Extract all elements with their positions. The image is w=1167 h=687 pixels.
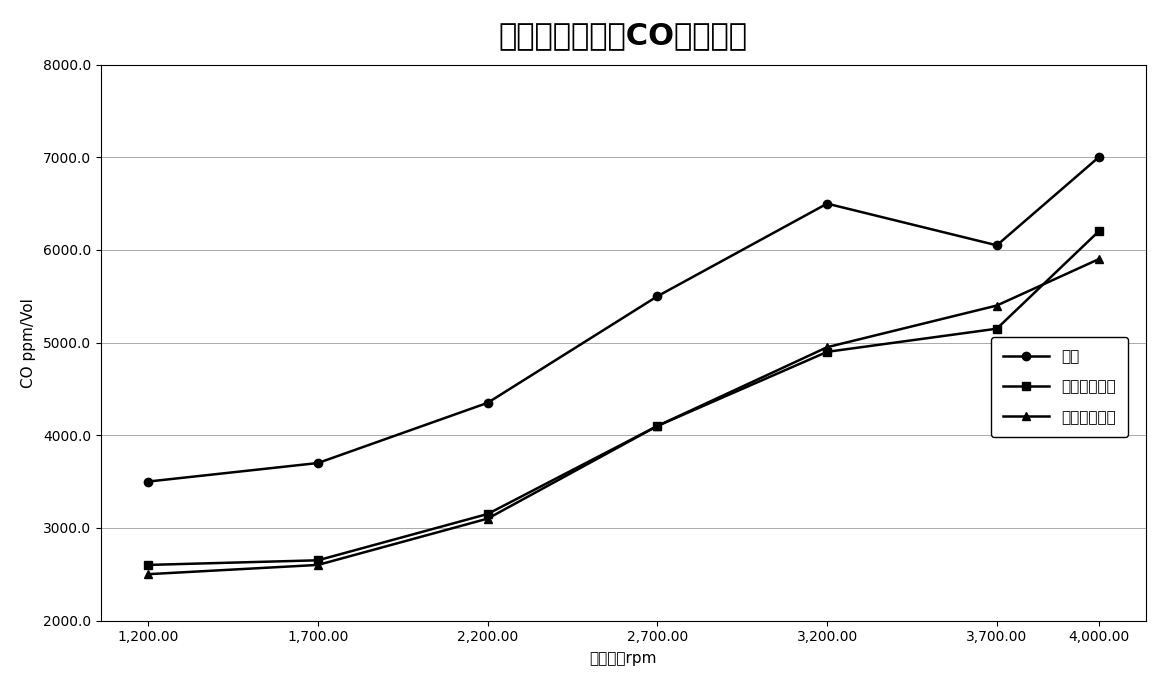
普通甲醇汽油 (481, 510, 495, 518)
汽油 (141, 477, 155, 486)
汽油 (990, 241, 1004, 249)
汽油 (310, 459, 324, 467)
Line: 汽油: 汽油 (144, 153, 1103, 486)
加剂甲醇汽油 (310, 561, 324, 569)
汽油 (650, 292, 664, 300)
Line: 普通甲醇汽油: 普通甲醇汽油 (144, 227, 1103, 569)
普通甲醇汽油 (650, 422, 664, 430)
加剂甲醇汽油 (481, 515, 495, 523)
汽油 (820, 199, 834, 207)
X-axis label: 输出转速rpm: 输出转速rpm (589, 651, 657, 666)
Title: 不同转速下油品CO排放对比: 不同转速下油品CO排放对比 (499, 21, 748, 50)
普通甲醇汽油 (990, 324, 1004, 333)
加剂甲醇汽油 (1091, 255, 1105, 263)
汽油 (1091, 153, 1105, 161)
加剂甲醇汽油 (990, 302, 1004, 310)
加剂甲醇汽油 (650, 422, 664, 430)
Y-axis label: CO ppm/Vol: CO ppm/Vol (21, 297, 36, 387)
普通甲醇汽油 (820, 348, 834, 356)
Legend: 汽油, 普通甲醇汽油, 加剂甲醇汽油: 汽油, 普通甲醇汽油, 加剂甲醇汽油 (991, 337, 1128, 437)
汽油 (481, 398, 495, 407)
普通甲醇汽油 (310, 556, 324, 565)
加剂甲醇汽油 (820, 343, 834, 351)
Line: 加剂甲醇汽油: 加剂甲醇汽油 (144, 255, 1103, 578)
普通甲醇汽油 (141, 561, 155, 569)
加剂甲醇汽油 (141, 570, 155, 578)
普通甲醇汽油 (1091, 227, 1105, 236)
